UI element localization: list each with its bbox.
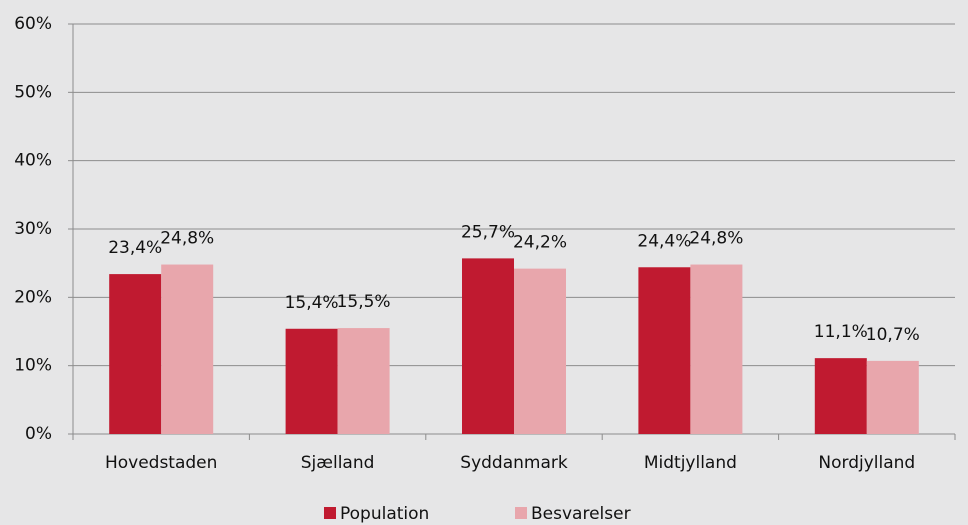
data-label: 11,1%: [814, 322, 868, 342]
bar: [161, 264, 214, 434]
bar: [638, 267, 691, 434]
bar: [866, 360, 919, 434]
data-label: 15,4%: [285, 293, 339, 313]
data-label: 10,7%: [866, 325, 920, 345]
y-tick-label: 30%: [14, 219, 52, 239]
bar: [514, 268, 566, 434]
x-tick-label: Nordjylland: [818, 453, 915, 473]
data-label: 24,8%: [689, 229, 743, 249]
x-tick-label: Sjælland: [301, 453, 375, 473]
bar: [109, 274, 162, 434]
legend-swatch: [324, 507, 336, 519]
bar: [814, 358, 867, 434]
legend-label: Population: [340, 504, 429, 524]
legend-label: Besvarelser: [531, 504, 631, 524]
x-tick-label: Hovedstaden: [105, 453, 217, 473]
y-tick-label: 20%: [14, 287, 52, 307]
bar: [337, 328, 390, 434]
legend-swatch: [515, 507, 527, 519]
bar: [285, 328, 338, 434]
y-tick-label: 50%: [14, 82, 52, 102]
y-tick-label: 60%: [14, 14, 52, 34]
y-tick-label: 0%: [25, 424, 52, 444]
y-tick-label: 10%: [14, 356, 52, 376]
data-label: 24,8%: [160, 229, 214, 249]
data-label: 15,5%: [337, 292, 391, 312]
data-label: 25,7%: [461, 222, 515, 242]
bar: [690, 264, 743, 434]
data-label: 24,4%: [637, 231, 691, 251]
x-tick-label: Syddanmark: [460, 453, 568, 473]
bar: [462, 258, 514, 434]
data-label: 24,2%: [513, 233, 567, 253]
y-tick-label: 40%: [14, 151, 52, 171]
data-label: 23,4%: [108, 238, 162, 258]
x-tick-label: Midtjylland: [644, 453, 737, 473]
